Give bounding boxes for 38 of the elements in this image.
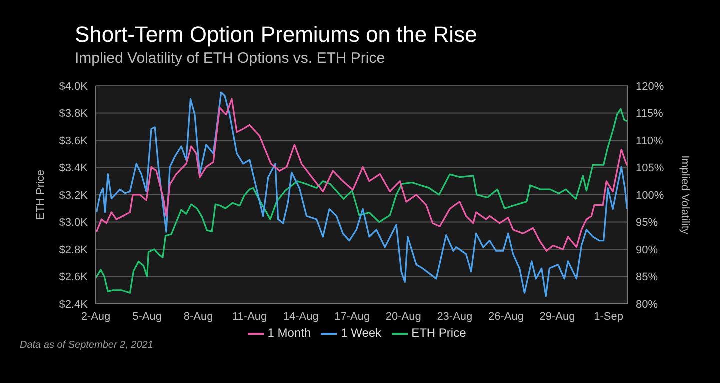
- y-tick-label: $2.8K: [59, 244, 89, 256]
- y2-tick-label: 80%: [636, 298, 658, 311]
- y2-tick-label: 85%: [636, 272, 658, 284]
- x-tick-label: 1-Sep: [594, 310, 624, 323]
- line-series: [96, 98, 628, 252]
- x-tick-label: 26-Aug: [488, 310, 524, 323]
- y2-tick-label: 120%: [636, 80, 664, 93]
- y-tick-label: $3.4K: [59, 162, 89, 175]
- x-tick-label: 14-Aug: [283, 310, 319, 323]
- x-tick-label: 5-Aug: [132, 310, 162, 323]
- y-tick-label: $3.8K: [59, 108, 89, 120]
- chart-subtitle: Implied Volatility of ETH Options vs. ETH Price: [75, 50, 386, 67]
- y2-tick-label: 110%: [636, 135, 664, 148]
- chart-title: Short-Term Option Premiums on the Rise: [75, 22, 478, 48]
- y2-axis-title: Implied Volatility: [679, 156, 692, 235]
- y2-tick-label: 115%: [636, 108, 664, 120]
- y-tick-label: $3.2K: [59, 190, 89, 202]
- y2-tick-label: 105%: [636, 162, 664, 175]
- x-tick-label: 8-Aug: [184, 310, 214, 323]
- y-axis-title: ETH Price: [34, 170, 47, 220]
- x-tick-label: 11-Aug: [232, 310, 268, 323]
- y-tick-label: $3.6K: [59, 135, 89, 148]
- y-tick-label: $3.0K: [59, 217, 89, 230]
- x-tick-label: 29-Aug: [540, 310, 576, 323]
- y-tick-label: $2.4K: [59, 298, 89, 311]
- legend-label: 1 Week: [341, 326, 382, 340]
- x-tick-label: 23-Aug: [437, 310, 473, 323]
- legend-label: 1 Month: [268, 326, 312, 340]
- y2-tick-label: 100%: [636, 190, 664, 202]
- x-tick-label: 2-Aug: [81, 310, 111, 323]
- x-tick-label: 20-Aug: [386, 310, 422, 323]
- y-tick-label: $2.6K: [59, 272, 89, 284]
- y-tick-label: $4.0K: [59, 80, 89, 93]
- x-tick-label: 17-Aug: [334, 310, 370, 323]
- y2-tick-label: 90%: [636, 244, 658, 256]
- text: Data as of September 2, 2021: [20, 340, 154, 351]
- y2-tick-label: 95%: [636, 217, 658, 230]
- legend-label: ETH Price: [412, 326, 466, 340]
